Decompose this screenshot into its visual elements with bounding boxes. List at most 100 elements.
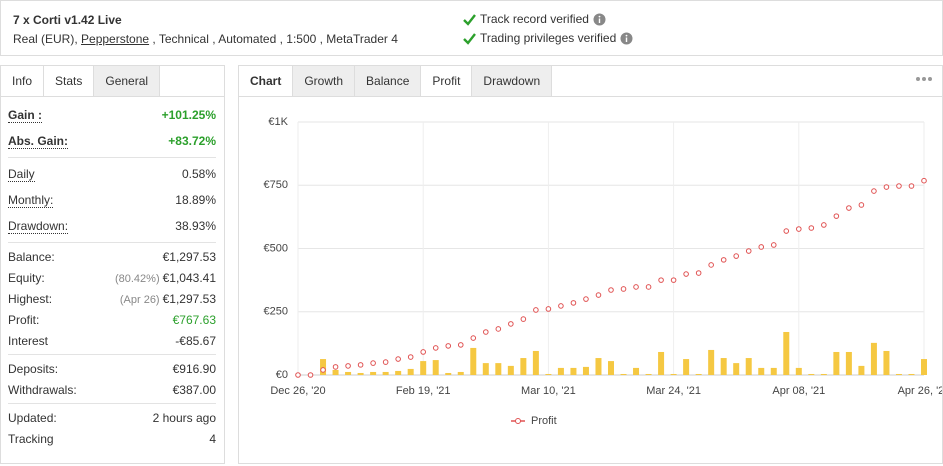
tab[interactable]: Drawdown [472, 66, 553, 96]
stat-value-wrap: -€85.67 [175, 334, 216, 348]
bar [695, 373, 702, 375]
bar [520, 358, 527, 375]
line-point [558, 303, 564, 309]
verified-text: Track record verified [480, 12, 589, 26]
x-tick-label: Apr 08, '21 [772, 385, 825, 397]
tab[interactable]: Profit [421, 66, 473, 96]
bar [532, 350, 539, 375]
stat-value: 2 hours ago [152, 410, 216, 425]
bar [858, 365, 865, 375]
stat-value: -€85.67 [175, 333, 216, 348]
verified-text: Trading privileges verified [480, 31, 617, 45]
stat-value-wrap: 2 hours ago [153, 411, 216, 425]
stat-note: (Apr 26) [119, 293, 160, 306]
info-icon[interactable] [620, 32, 633, 45]
line-point [758, 244, 765, 250]
line-point [745, 248, 752, 254]
stat-label: Equity: [8, 270, 45, 285]
stats-group: Gain : +101.25% Abs. Gain: +83.72% [8, 99, 216, 158]
stat-value: €1,297.53 [162, 291, 216, 306]
stat-row: Updated: 2 hours ago [8, 407, 216, 428]
stat-value-wrap: +101.25% [162, 108, 216, 122]
line-point [407, 354, 414, 360]
bar [683, 359, 690, 375]
stat-value: 18.89% [175, 193, 216, 207]
stat-value: €767.63 [172, 312, 216, 327]
stat-value-wrap: €916.90 [173, 362, 216, 376]
line-point [733, 253, 740, 259]
line-point [858, 202, 865, 208]
x-tick-label: Apr 26, '21 [898, 385, 942, 397]
stat-row: Gain : +101.25% [8, 102, 216, 128]
bar [745, 358, 752, 375]
bar [633, 367, 640, 375]
line-point [821, 222, 827, 228]
bar [645, 373, 652, 375]
chart: €0 €250 €500 €750 €1K Dec 26, '20 Feb 19, '21 M… [264, 116, 943, 427]
stat-value: +83.72% [168, 134, 216, 148]
bar [808, 373, 815, 375]
line-point [846, 205, 852, 211]
line-point [545, 306, 552, 312]
line-point [420, 349, 426, 355]
stats-group: Daily 0.58% Monthly: 18.89% Drawdown: 38.93% [8, 158, 216, 243]
bar [883, 350, 890, 375]
stat-label: Monthly: [8, 192, 54, 208]
bar [833, 351, 840, 375]
y-tick-label: €1K [268, 116, 288, 128]
menu-icon[interactable] [916, 76, 932, 82]
line-point [645, 284, 652, 290]
stat-value: 4 [209, 431, 216, 446]
line-point [708, 262, 714, 268]
broker-link[interactable]: Pepperstone [81, 32, 150, 46]
bar [758, 367, 765, 375]
line-point [533, 307, 539, 313]
check-icon [463, 32, 476, 45]
stat-label: Updated: [8, 410, 57, 425]
bar [708, 349, 715, 375]
line-point [720, 257, 727, 263]
tab[interactable]: Info [1, 66, 45, 96]
stat-value-wrap: 18.89% [175, 193, 216, 207]
line-point [833, 213, 840, 219]
stats-panel: Info Stats General Gain : +101.25% Abs. Gain… [0, 65, 225, 464]
bar [608, 361, 614, 375]
stats-list: Gain : +101.25% Abs. Gain: +83.72% Daily 0.58… [1, 97, 224, 452]
stat-value-wrap: (80.42%) €1,043.41 [115, 271, 216, 285]
stat-value: €1,297.53 [162, 249, 216, 264]
tab[interactable]: General [94, 66, 161, 96]
line-point [495, 326, 502, 332]
stat-value-wrap: €387.00 [173, 383, 216, 397]
tab[interactable]: Chart [239, 66, 294, 96]
account-text: , Technical , Automated , 1:500 , MetaTr… [149, 32, 398, 46]
tab[interactable]: Growth [293, 66, 356, 96]
stat-row: Tracking 4 [8, 428, 216, 449]
stat-value: 0.58% [181, 167, 216, 181]
line-point [921, 177, 927, 184]
check-icon [463, 13, 476, 26]
stat-value-wrap: €1,297.53 [163, 250, 216, 264]
line-point [483, 329, 489, 335]
line-point [570, 300, 577, 306]
bar [357, 372, 364, 375]
stat-row: Balance: €1,297.53 [8, 246, 216, 267]
info-icon[interactable] [593, 13, 606, 26]
bar [420, 361, 427, 375]
stat-value-wrap: +83.72% [168, 134, 216, 148]
stats-group: Deposits: €916.90 Withdrawals: €387.00 [8, 355, 216, 404]
stat-label: Gain : [8, 107, 43, 123]
stats-group: Updated: 2 hours ago Tracking 4 [8, 404, 216, 452]
bar [733, 363, 740, 375]
line-point [307, 372, 314, 378]
line-point [332, 364, 339, 370]
line-point [457, 342, 464, 348]
bar [658, 351, 665, 375]
x-tick-label: Mar 10, '21 [521, 385, 576, 397]
bar [507, 365, 514, 375]
line-point [783, 228, 790, 234]
tab[interactable]: Stats [44, 66, 95, 96]
line-point [370, 360, 376, 366]
tab[interactable]: Balance [355, 66, 422, 96]
line-point [320, 367, 326, 373]
stat-value-wrap: 0.58% [182, 167, 216, 181]
